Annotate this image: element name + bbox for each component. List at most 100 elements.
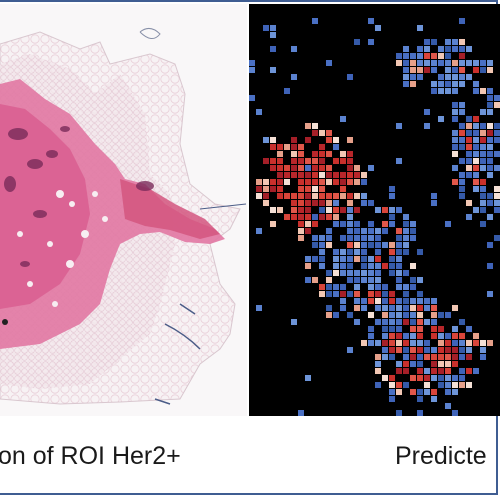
heatmap-tile (438, 74, 444, 80)
heatmap-tile (298, 165, 304, 171)
heatmap-tile (291, 74, 297, 80)
heatmap-tile (326, 305, 332, 311)
heatmap-tile (347, 256, 353, 262)
heatmap-tile (466, 165, 472, 171)
heatmap-tile (270, 179, 276, 185)
heatmap-tile (382, 333, 388, 339)
heatmap-tile (375, 270, 381, 276)
heatmap-tile (368, 270, 374, 276)
heatmap-tile (305, 214, 311, 220)
heatmap-tile (473, 179, 479, 185)
heatmap-tile (389, 347, 395, 353)
heatmap-tile (417, 375, 423, 381)
heatmap-tile (340, 249, 346, 255)
heatmap-tile (417, 60, 423, 66)
heatmap-tile (361, 172, 367, 178)
heatmap-tile (291, 193, 297, 199)
heatmap-tile (375, 235, 381, 241)
heatmap-tile (389, 221, 395, 227)
heatmap-tile (347, 221, 353, 227)
heatmap-tile (382, 284, 388, 290)
heatmap-tile (396, 256, 402, 262)
heatmap-tile (466, 340, 472, 346)
heatmap-tile (410, 81, 416, 87)
heatmap-tile (403, 221, 409, 227)
heatmap-tile (480, 165, 486, 171)
heatmap-tile (389, 354, 395, 360)
heatmap-tile (403, 67, 409, 73)
heatmap-tile (333, 172, 339, 178)
heatmap-tile (487, 263, 493, 269)
heatmap-tile (452, 130, 458, 136)
heatmap-tile (347, 347, 353, 353)
heatmap-tile (410, 60, 416, 66)
heatmap-tile (389, 312, 395, 318)
heatmap-tile (340, 221, 346, 227)
heatmap-tile (487, 158, 493, 164)
heatmap-tile (424, 39, 430, 45)
heatmap-tile (340, 284, 346, 290)
heatmap-tile (284, 214, 290, 220)
heatmap-tile (326, 151, 332, 157)
heatmap-tile (466, 158, 472, 164)
heatmap-tile (431, 305, 437, 311)
heatmap-tile (368, 228, 374, 234)
heatmap-tile (410, 221, 416, 227)
heatmap-tile (424, 368, 430, 374)
heatmap-tile (396, 305, 402, 311)
heatmap-tile (333, 312, 339, 318)
heatmap-tile (270, 207, 276, 213)
heatmap-tile (291, 144, 297, 150)
heatmap-tile (438, 46, 444, 52)
heatmap-tile (480, 67, 486, 73)
heatmap-tile (382, 375, 388, 381)
heatmap-tile (438, 340, 444, 346)
heatmap-tile (424, 382, 430, 388)
heatmap-tile (340, 270, 346, 276)
heatmap-tile (333, 256, 339, 262)
he-stain-drawing (0, 28, 247, 405)
heatmap-tile (445, 347, 451, 353)
heatmap-tile (284, 165, 290, 171)
heatmap-tile (494, 123, 500, 129)
heatmap-tile (480, 109, 486, 115)
heatmap-tile (396, 207, 402, 213)
heatmap-tile (438, 60, 444, 66)
heatmap-tile (480, 193, 486, 199)
heatmap-tile (291, 46, 297, 52)
heatmap-tile (326, 235, 332, 241)
heatmap-tile (389, 263, 395, 269)
heatmap-tile (452, 305, 458, 311)
heatmap-tile (473, 151, 479, 157)
heatmap-tile (319, 158, 325, 164)
heatmap-tile (284, 172, 290, 178)
heatmap-tile (389, 305, 395, 311)
heatmap-tile (487, 200, 493, 206)
heatmap-tile (256, 109, 262, 115)
heatmap-tile (340, 263, 346, 269)
heatmap-tile (326, 172, 332, 178)
heatmap-tile (403, 214, 409, 220)
heatmap-tile (277, 207, 283, 213)
heatmap-tile (459, 193, 465, 199)
heatmap-tile (305, 263, 311, 269)
heatmap-tile (375, 249, 381, 255)
heatmap-tile (396, 158, 402, 164)
heatmap-tile (403, 81, 409, 87)
heatmap-tile (417, 74, 423, 80)
heatmap-tile (333, 193, 339, 199)
heatmap-tile (452, 81, 458, 87)
heatmap-tile (466, 60, 472, 66)
heatmap-tile (375, 256, 381, 262)
heatmap-tile (473, 123, 479, 129)
heatmap-tile (298, 207, 304, 213)
heatmap-tile (340, 291, 346, 297)
heatmap-tile (473, 333, 479, 339)
heatmap-tile (452, 410, 458, 416)
heatmap-tile (312, 18, 318, 24)
heatmap-tile (326, 179, 332, 185)
heatmap-tile (452, 361, 458, 367)
heatmap-tile (277, 179, 283, 185)
heatmap-tile (487, 95, 493, 101)
heatmap-tile (494, 207, 500, 213)
